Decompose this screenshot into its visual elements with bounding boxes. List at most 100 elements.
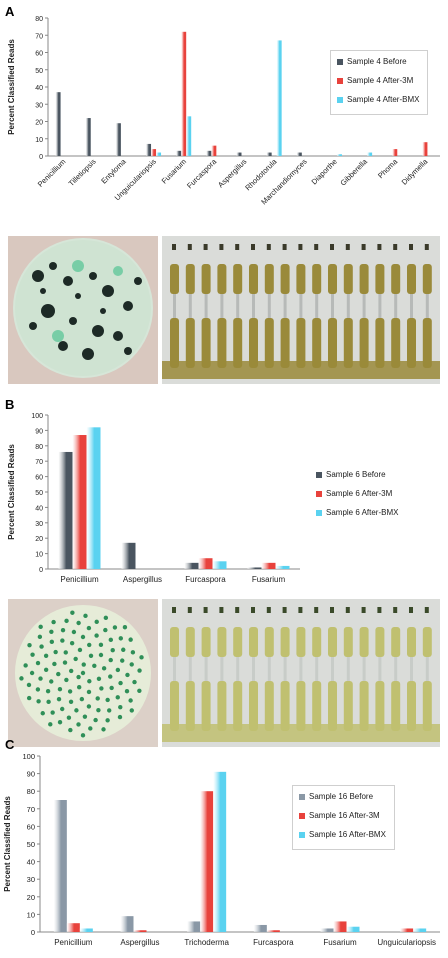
bar-sample-4-after-3m-unguiculariopsis — [151, 149, 157, 156]
bar-sample-16-after-bmx-unguiculariopsis — [413, 928, 427, 932]
bar-sample-4-before-penicillium — [55, 92, 61, 156]
x-tick-label: Diaporthe — [310, 157, 339, 186]
x-tick-label: Unguiculariopsis — [377, 938, 436, 947]
legend-a: Sample 4 Before Sample 4 After-3M Sample 4… — [330, 50, 429, 115]
y-tick-label: 20 — [35, 120, 43, 127]
panel-letter-a: A — [5, 4, 15, 19]
y-tick-label: 20 — [35, 536, 43, 543]
y-tick-label: 100 — [22, 752, 35, 761]
y-tick-label: 40 — [35, 505, 43, 512]
x-tick-label: Penicillium — [36, 157, 68, 189]
bar-sample-4-after-3m-fusarium — [181, 31, 187, 156]
bar-sample-4-before-aspergillus — [236, 152, 242, 156]
x-tick-label: Aspergillus — [123, 575, 162, 584]
y-tick-label: 90 — [27, 770, 35, 779]
strip-photo-sample-6 — [162, 599, 440, 747]
x-tick-label: Didymella — [400, 156, 430, 186]
y-tick-label: 60 — [27, 822, 35, 831]
y-tick-label: 10 — [35, 137, 43, 144]
bar-sample-16-after-3m-fusarium — [333, 921, 347, 932]
legend-label: Sample 6 After-BMX — [326, 508, 399, 517]
legend-item: Sample 4 After-3M — [337, 76, 419, 85]
chart-a: 0 10 20 30 40 50 60 70 80 Percent Classified Read… — [7, 16, 440, 206]
legend-item: Sample 16 After-BMX — [299, 830, 386, 839]
bar-sample-6-after-3m-penicillium — [72, 435, 87, 569]
y-tick-label: 30 — [27, 875, 35, 884]
bar-sample-4-before-tilletiopsis — [85, 118, 91, 156]
legend-swatch — [299, 812, 305, 819]
legend-item: Sample 16 After-3M — [299, 811, 386, 820]
legend-item: Sample 6 After-BMX — [316, 508, 398, 517]
legend-label: Sample 16 Before — [309, 792, 374, 801]
y-tick-label: 30 — [35, 521, 43, 528]
bar-sample-6-after-3m-furcaspora — [198, 558, 213, 569]
y-tick-label: 70 — [27, 805, 35, 814]
y-tick-label: 10 — [27, 910, 35, 919]
plate-photo-sample-4 — [8, 236, 158, 384]
legend-item: Sample 4 Before — [337, 57, 419, 66]
legend-item: Sample 6 After-3M — [316, 489, 398, 498]
y-tick-label: 90 — [35, 428, 43, 435]
legend-c: Sample 16 Before Sample 16 After-3M Sample… — [292, 785, 395, 850]
bar-sample-4-before-furcaspora — [206, 150, 212, 156]
bar-sample-6-before-penicillium — [58, 451, 73, 569]
y-tick-label: 50 — [27, 840, 35, 849]
panel-letter-b: B — [5, 397, 15, 412]
x-tick-label: Gibberella — [338, 156, 369, 187]
bar-sample-16-after-bmx-penicillium — [79, 928, 93, 932]
x-tick-label: Penicillium — [60, 575, 99, 584]
legend-label: Sample 16 After-3M — [309, 811, 380, 820]
bar-sample-16-after-bmx-fusarium — [346, 926, 360, 932]
legend-item: Sample 6 Before — [316, 470, 398, 479]
y-tick-label: 60 — [35, 475, 43, 482]
y-tick-label: 100 — [31, 413, 43, 420]
y-tick-label: 50 — [35, 68, 43, 75]
bar-sample-4-before-rhodotorula — [266, 152, 272, 156]
bar-sample-16-after-bmx-trichoderma — [213, 771, 227, 932]
plate-photo-sample-6 — [8, 599, 158, 747]
y-tick-label: 0 — [31, 928, 35, 937]
bar-sample-16-after-3m-aspergillus — [133, 930, 147, 932]
bar-sample-16-after-3m-penicillium — [66, 923, 80, 932]
y-axis-label: Percent Classified Reads — [3, 796, 12, 892]
bar-sample-4-after-3m-phoma — [392, 149, 398, 156]
legend-label: Sample 4 Before — [347, 57, 407, 66]
legend-swatch — [316, 490, 322, 497]
y-tick-label: 30 — [35, 102, 43, 109]
bar-sample-4-after-bmx-diaporthe — [336, 154, 342, 156]
y-axis-label: Percent Classified Reads — [7, 39, 16, 135]
legend-label: Sample 4 After-BMX — [347, 95, 420, 104]
x-tick-label: Furcaspora — [185, 156, 219, 190]
legend-label: Sample 6 Before — [326, 470, 386, 479]
legend-swatch — [316, 509, 322, 516]
bar-sample-16-before-penicillium — [53, 800, 67, 932]
y-tick-label: 10 — [35, 552, 43, 559]
x-tick-label: Phoma — [376, 156, 400, 180]
x-tick-label: Tilletiopsis — [67, 157, 98, 188]
y-tick-label: 20 — [27, 893, 35, 902]
bar-sample-16-after-3m-furcaspora — [266, 930, 280, 932]
bar-sample-16-before-trichoderma — [187, 921, 201, 932]
x-tick-label: Entyloma — [99, 156, 128, 185]
bar-sample-16-before-fusarium — [320, 928, 334, 932]
bar-sample-4-after-3m-didymella — [422, 142, 428, 156]
bar-sample-4-before-marchandiomyces — [296, 152, 302, 156]
bar-sample-16-before-aspergillus — [120, 916, 134, 932]
bar-sample-4-after-bmx-rhodotorula — [276, 40, 282, 156]
y-tick-label: 80 — [35, 16, 43, 23]
legend-b: Sample 6 Before Sample 6 After-3M Sample 6… — [316, 470, 398, 527]
legend-swatch — [299, 793, 305, 800]
chart-c: 0 10 20 30 40 50 60 70 80 90 100 Percent Classified… — [3, 752, 440, 947]
legend-swatch — [316, 471, 322, 478]
bar-sample-6-after-bmx-fusarium — [275, 565, 290, 569]
bar-sample-6-before-fusarium — [247, 567, 262, 569]
bar-sample-4-after-bmx-gibberella — [367, 152, 373, 156]
bar-sample-6-after-bmx-furcaspora — [212, 561, 227, 569]
bar-sample-4-after-bmx-unguiculariopsis — [156, 152, 162, 156]
x-tick-label: Aspergillus — [120, 938, 159, 947]
y-tick-label: 0 — [39, 154, 43, 161]
x-tick-label: Fusarium — [323, 938, 357, 947]
y-tick-label: 40 — [35, 85, 43, 92]
legend-swatch — [337, 96, 343, 103]
legend-label: Sample 6 After-3M — [326, 489, 393, 498]
